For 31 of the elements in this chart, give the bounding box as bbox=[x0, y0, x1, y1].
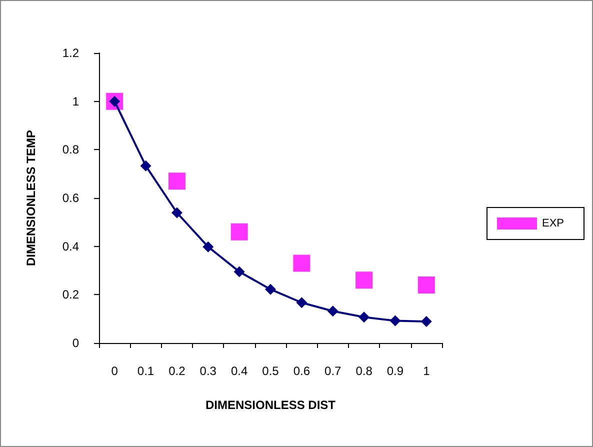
x-axis-title: DIMENSIONLESS DIST bbox=[205, 398, 336, 412]
x-tick-label: 0.1 bbox=[137, 364, 154, 378]
y-tick-label: 0 bbox=[72, 336, 80, 350]
x-tick-label: 0.9 bbox=[386, 364, 404, 378]
y-tick-label: 0.8 bbox=[62, 142, 80, 157]
x-tick-label: 1 bbox=[423, 364, 430, 378]
legend-label: EXP bbox=[542, 218, 564, 230]
point bbox=[358, 312, 370, 323]
point bbox=[202, 241, 214, 252]
y-tick-label: 1 bbox=[72, 94, 80, 108]
point bbox=[171, 207, 182, 218]
x-tick-label: 0 bbox=[111, 364, 118, 378]
x-tick-label: 0.3 bbox=[200, 364, 217, 378]
point bbox=[327, 306, 338, 317]
point bbox=[390, 315, 401, 326]
point bbox=[296, 297, 308, 308]
point bbox=[234, 266, 245, 278]
x-tick-label: 0.5 bbox=[262, 364, 280, 378]
x-tick-label: 0.8 bbox=[356, 364, 373, 378]
y-tick-label: 0.6 bbox=[62, 191, 80, 205]
point bbox=[265, 284, 276, 295]
y-tick-label: 0.4 bbox=[62, 239, 80, 254]
x-tick-label: 0.2 bbox=[168, 364, 186, 378]
y-axis-title: DIMENSIONLESS TEMP bbox=[24, 130, 38, 266]
point bbox=[140, 160, 152, 172]
x-tick-label: 0.7 bbox=[324, 364, 342, 378]
x-tick-label: 0.4 bbox=[230, 364, 248, 378]
y-tick-label: 1.2 bbox=[62, 46, 80, 60]
point bbox=[420, 316, 432, 327]
y-tick-label: 0.2 bbox=[62, 288, 80, 302]
x-tick-label: 0.6 bbox=[293, 364, 310, 378]
